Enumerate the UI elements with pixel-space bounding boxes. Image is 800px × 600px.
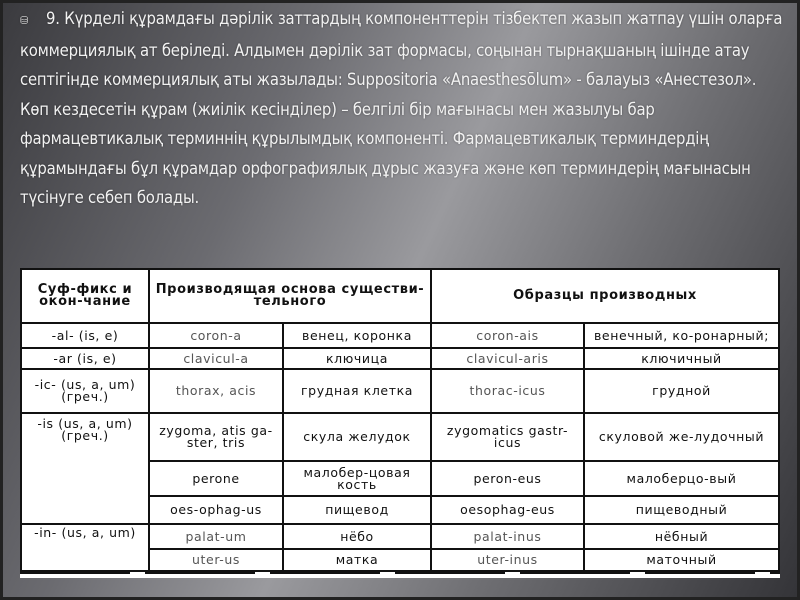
header-suffix: Суф-фикс и окон-чание	[20, 268, 150, 324]
table-row: -ic- (us, a, um) (греч.) thorax, acis гр…	[20, 368, 780, 414]
table-row: perone малобер-цовая кость peron-eus мал…	[21, 460, 780, 497]
header-derived: Образцы производных	[430, 268, 780, 324]
paragraph: ⛁ 9. Күрделі құрамдағы дәрілік заттардың …	[20, 4, 790, 95]
table-row: -is (us, a, um) (греч.) zygoma, atis ga-…	[20, 412, 780, 525]
header-stem: Производящая основа существи-тельного	[148, 268, 432, 324]
bullet-icon: ⛁	[20, 14, 29, 27]
suffix-table: Суф-фикс и окон-чание Производящая основ…	[20, 268, 780, 578]
table-bottom-rule	[20, 572, 780, 574]
paragraph: Көп кездесетін құрам (жиілік кесінділер)…	[20, 99, 751, 208]
slide-text: ⛁ 9. Күрделі құрамдағы дәрілік заттардың …	[20, 4, 790, 213]
table-row: uter-us матка uter-inus маточный	[21, 548, 780, 572]
table-row: -al- (is, e) coron-a венец, коронка coro…	[20, 322, 780, 349]
table-row: -ar (is, e) clavicul-a ключица clavicul-…	[20, 347, 780, 370]
table-row: -in- (us, a, um) palat-um нёбо palat-inu…	[20, 523, 780, 572]
table-row: oes-ophag-us пищевод oesophag-eus пищево…	[21, 495, 780, 525]
